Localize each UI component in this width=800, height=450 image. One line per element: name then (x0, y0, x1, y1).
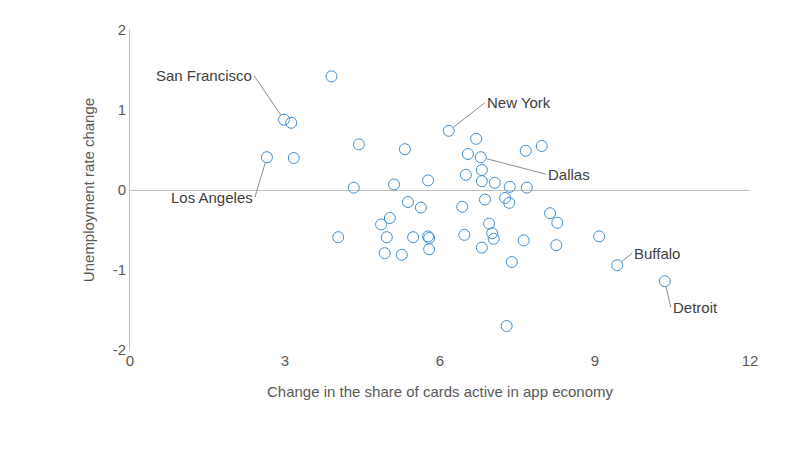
svg-text:New York: New York (487, 94, 551, 111)
svg-text:9: 9 (591, 352, 599, 369)
svg-text:Unemployment rate change: Unemployment rate change (80, 98, 97, 282)
svg-text:-1: -1 (113, 261, 126, 278)
svg-text:San Francisco: San Francisco (156, 67, 252, 84)
svg-text:Los Angeles: Los Angeles (171, 189, 253, 206)
svg-text:Change in the share of cards a: Change in the share of cards active in a… (267, 383, 614, 400)
svg-text:3: 3 (281, 352, 289, 369)
svg-text:Detroit: Detroit (673, 299, 718, 316)
svg-text:6: 6 (436, 352, 444, 369)
svg-text:12: 12 (742, 352, 759, 369)
svg-text:0: 0 (126, 352, 134, 369)
svg-text:1: 1 (118, 101, 126, 118)
svg-text:0: 0 (118, 181, 126, 198)
svg-text:2: 2 (118, 21, 126, 38)
svg-text:-2: -2 (113, 341, 126, 358)
svg-text:Buffalo: Buffalo (634, 245, 680, 262)
svg-text:Dallas: Dallas (548, 166, 590, 183)
